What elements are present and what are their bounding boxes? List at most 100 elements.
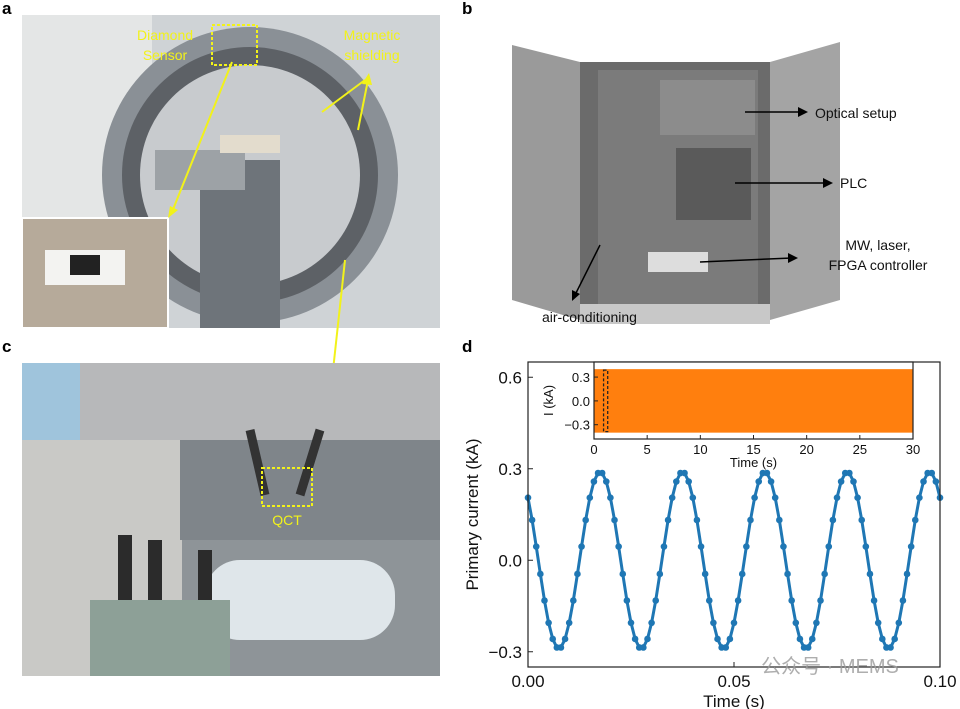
data-point xyxy=(537,570,544,578)
data-point xyxy=(829,516,837,524)
data-point xyxy=(598,469,606,477)
data-point xyxy=(870,597,878,604)
data-point xyxy=(611,516,618,524)
data-point xyxy=(821,570,828,578)
data-point xyxy=(755,478,763,485)
data-point xyxy=(714,635,721,643)
data-point xyxy=(545,619,552,627)
data-point xyxy=(858,516,866,524)
data-point xyxy=(866,570,874,578)
illustration-cabinet: Optical setup PLC MW, laser, FPGA contro… xyxy=(512,42,928,325)
inset-x-tick-label: 10 xyxy=(693,442,707,457)
data-point xyxy=(887,644,894,651)
annotation-fpga-controller: FPGA controller xyxy=(829,257,928,273)
data-point xyxy=(701,570,709,578)
panel-label-a: a xyxy=(2,0,12,18)
inset-y-axis-label: I (kA) xyxy=(541,385,556,416)
data-point xyxy=(549,635,557,643)
data-point xyxy=(730,619,738,627)
data-point xyxy=(570,597,577,604)
chart-inset-current: 0 5 10 15 20 25 30 −0.3 0.0 0.3 Time (s) I (kA) xyxy=(541,361,920,470)
inset-y-tick-label: 0.3 xyxy=(572,370,590,385)
panel-label-d: d xyxy=(462,337,472,356)
x-tick-label: 0.05 xyxy=(717,672,750,691)
panel-label-c: c xyxy=(2,337,11,356)
inset-x-axis-label: Time (s) xyxy=(730,455,777,470)
data-point xyxy=(685,478,692,485)
annotation-air-conditioning: air-conditioning xyxy=(542,309,637,325)
data-point xyxy=(808,635,816,643)
data-point xyxy=(644,635,651,643)
sensor-highlight-box xyxy=(211,24,258,66)
annotation-plc: PLC xyxy=(840,175,867,191)
data-point xyxy=(615,543,622,550)
data-point xyxy=(916,494,923,502)
data-point xyxy=(850,478,857,485)
data-point xyxy=(586,494,594,502)
data-point xyxy=(541,597,548,604)
data-point xyxy=(652,597,660,604)
data-point xyxy=(734,597,742,604)
data-point xyxy=(784,570,791,578)
data-point xyxy=(796,635,804,643)
data-point xyxy=(837,478,845,485)
data-point xyxy=(895,619,903,627)
data-point xyxy=(899,597,907,604)
data-point xyxy=(792,619,800,627)
inset-x-tick-label: 30 xyxy=(906,442,920,457)
data-point xyxy=(565,619,573,627)
data-point xyxy=(891,635,898,643)
data-point xyxy=(817,597,824,604)
y-tick-label: 0.0 xyxy=(498,551,522,570)
data-point xyxy=(833,494,841,502)
y-tick-label: 0.6 xyxy=(498,368,522,387)
data-point xyxy=(726,635,734,643)
annotation-optical-setup: Optical setup xyxy=(815,105,897,121)
panel-label-b: b xyxy=(462,0,472,18)
y-tick-label: −0.3 xyxy=(488,643,522,662)
data-point xyxy=(532,543,540,550)
data-point xyxy=(932,478,940,485)
annotation-magnetic: Magnetic xyxy=(344,27,401,43)
y-tick-label: 0.3 xyxy=(498,460,522,479)
annotation-qct: QCT xyxy=(272,512,302,528)
data-point xyxy=(903,570,911,578)
inset-y-tick-label: 0.0 xyxy=(572,394,590,409)
data-point xyxy=(862,543,870,550)
annotation-diamond: Diamond xyxy=(137,27,193,43)
inset-y-tick-label: −0.3 xyxy=(564,418,590,433)
data-point xyxy=(681,469,688,477)
inset-signal-band xyxy=(594,369,913,433)
inset-x-tick-label: 5 xyxy=(644,442,651,457)
data-point xyxy=(668,494,676,502)
data-point xyxy=(582,516,589,524)
data-point xyxy=(825,543,833,550)
data-point xyxy=(689,494,697,502)
data-point xyxy=(607,494,614,502)
qct-highlight-box xyxy=(261,467,313,507)
inset-x-tick-label: 25 xyxy=(853,442,867,457)
data-point xyxy=(747,516,754,524)
data-point xyxy=(574,570,581,578)
data-point xyxy=(846,469,853,477)
annotation-sensor: Sensor xyxy=(143,47,188,63)
x-tick-label: 0.10 xyxy=(923,672,956,691)
inset-x-tick-label: 15 xyxy=(746,442,760,457)
photo-sensor-setup: Diamond Sensor Magnetic shielding xyxy=(21,15,440,498)
data-point xyxy=(907,543,915,550)
data-point xyxy=(602,478,610,485)
data-point xyxy=(656,570,664,578)
data-point xyxy=(710,619,717,627)
data-point xyxy=(743,543,750,550)
data-point xyxy=(673,478,680,485)
data-point xyxy=(619,570,627,578)
data-point xyxy=(813,619,820,627)
data-point xyxy=(911,516,919,524)
inset-x-tick-label: 20 xyxy=(799,442,813,457)
data-point xyxy=(640,644,647,651)
data-point xyxy=(660,543,668,550)
data-point xyxy=(722,644,730,651)
x-tick-label: 0.00 xyxy=(511,672,544,691)
